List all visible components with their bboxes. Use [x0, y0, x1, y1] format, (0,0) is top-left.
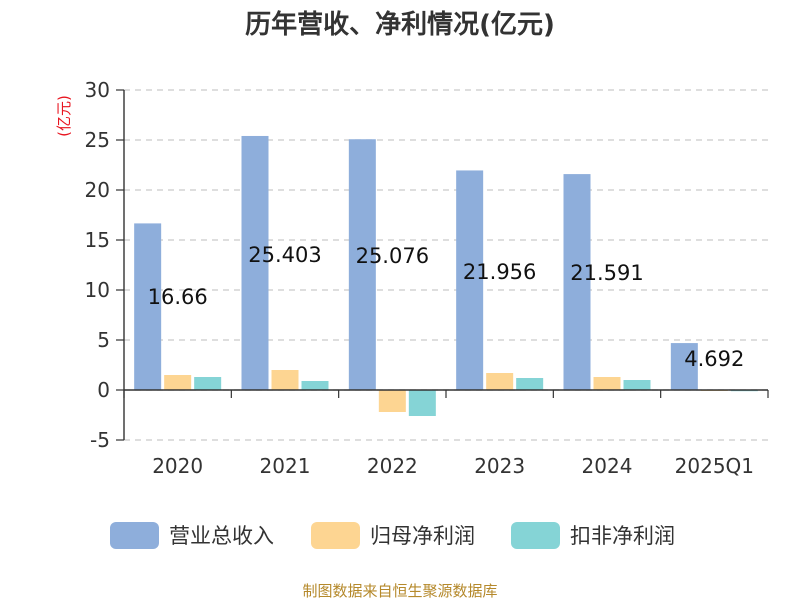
legend-label: 营业总收入 [169, 524, 274, 548]
x-tick-label: 2022 [367, 454, 418, 478]
bar-net-profit [593, 377, 621, 390]
legend-label: 扣非净利润 [570, 524, 675, 548]
legend-swatch [311, 522, 360, 549]
x-tick-label: 2025Q1 [675, 454, 754, 478]
legend: 营业总收入 归母净利润 扣非净利润 [110, 522, 675, 549]
bar-revenue [134, 223, 162, 390]
data-labels: 16.66 25.403 25.076 21.956 21.591 4.692 [148, 243, 745, 371]
bar-net-profit [378, 390, 406, 412]
bar-group [134, 135, 758, 416]
bar-revenue [670, 343, 698, 390]
chart-title: 历年营收、净利情况(亿元) [245, 9, 555, 40]
x-tick-label: 2024 [582, 454, 633, 478]
bar-revenue [241, 135, 269, 390]
bar-deducted-profit [301, 381, 329, 390]
x-tick-label: 2021 [260, 454, 311, 478]
data-label: 4.692 [684, 347, 744, 371]
data-label: 25.403 [248, 243, 321, 267]
bar-net-profit [486, 373, 514, 390]
bar-deducted-profit [194, 377, 222, 390]
y-tick-label: 25 [85, 128, 110, 152]
y-tick-label: -5 [90, 428, 110, 452]
y-axis-label: (亿元) [55, 95, 73, 137]
x-tick-label: 2023 [474, 454, 525, 478]
legend-swatch [110, 522, 159, 549]
legend-label: 归母净利润 [370, 524, 475, 548]
bar-deducted-profit [408, 390, 436, 416]
bar-net-profit [271, 370, 299, 390]
data-label: 21.591 [570, 261, 643, 285]
legend-swatch [511, 522, 560, 549]
bar-net-profit [164, 375, 192, 390]
y-tick-label: 20 [85, 178, 110, 202]
y-tick-label: 10 [85, 278, 110, 302]
data-label: 25.076 [356, 244, 429, 268]
y-tick-label: 15 [85, 228, 110, 252]
bar-deducted-profit [516, 378, 544, 390]
bar-deducted-profit [623, 380, 651, 390]
y-tick-label: 5 [97, 328, 110, 352]
y-tick-label: 0 [97, 378, 110, 402]
bar-revenue [348, 139, 376, 390]
data-label: 16.66 [148, 285, 208, 309]
source-footnote: 制图数据来自恒生聚源数据库 [302, 582, 497, 600]
y-tick-label: 30 [85, 78, 110, 102]
bar-revenue [563, 174, 591, 390]
bar-revenue [456, 170, 484, 390]
y-axis-ticks: -5 0 5 10 15 20 25 30 [85, 78, 124, 452]
x-tick-label: 2020 [152, 454, 203, 478]
x-axis-ticks: 2020 2021 2022 2023 2024 2025Q1 [123, 390, 769, 478]
data-label: 21.956 [463, 260, 536, 284]
